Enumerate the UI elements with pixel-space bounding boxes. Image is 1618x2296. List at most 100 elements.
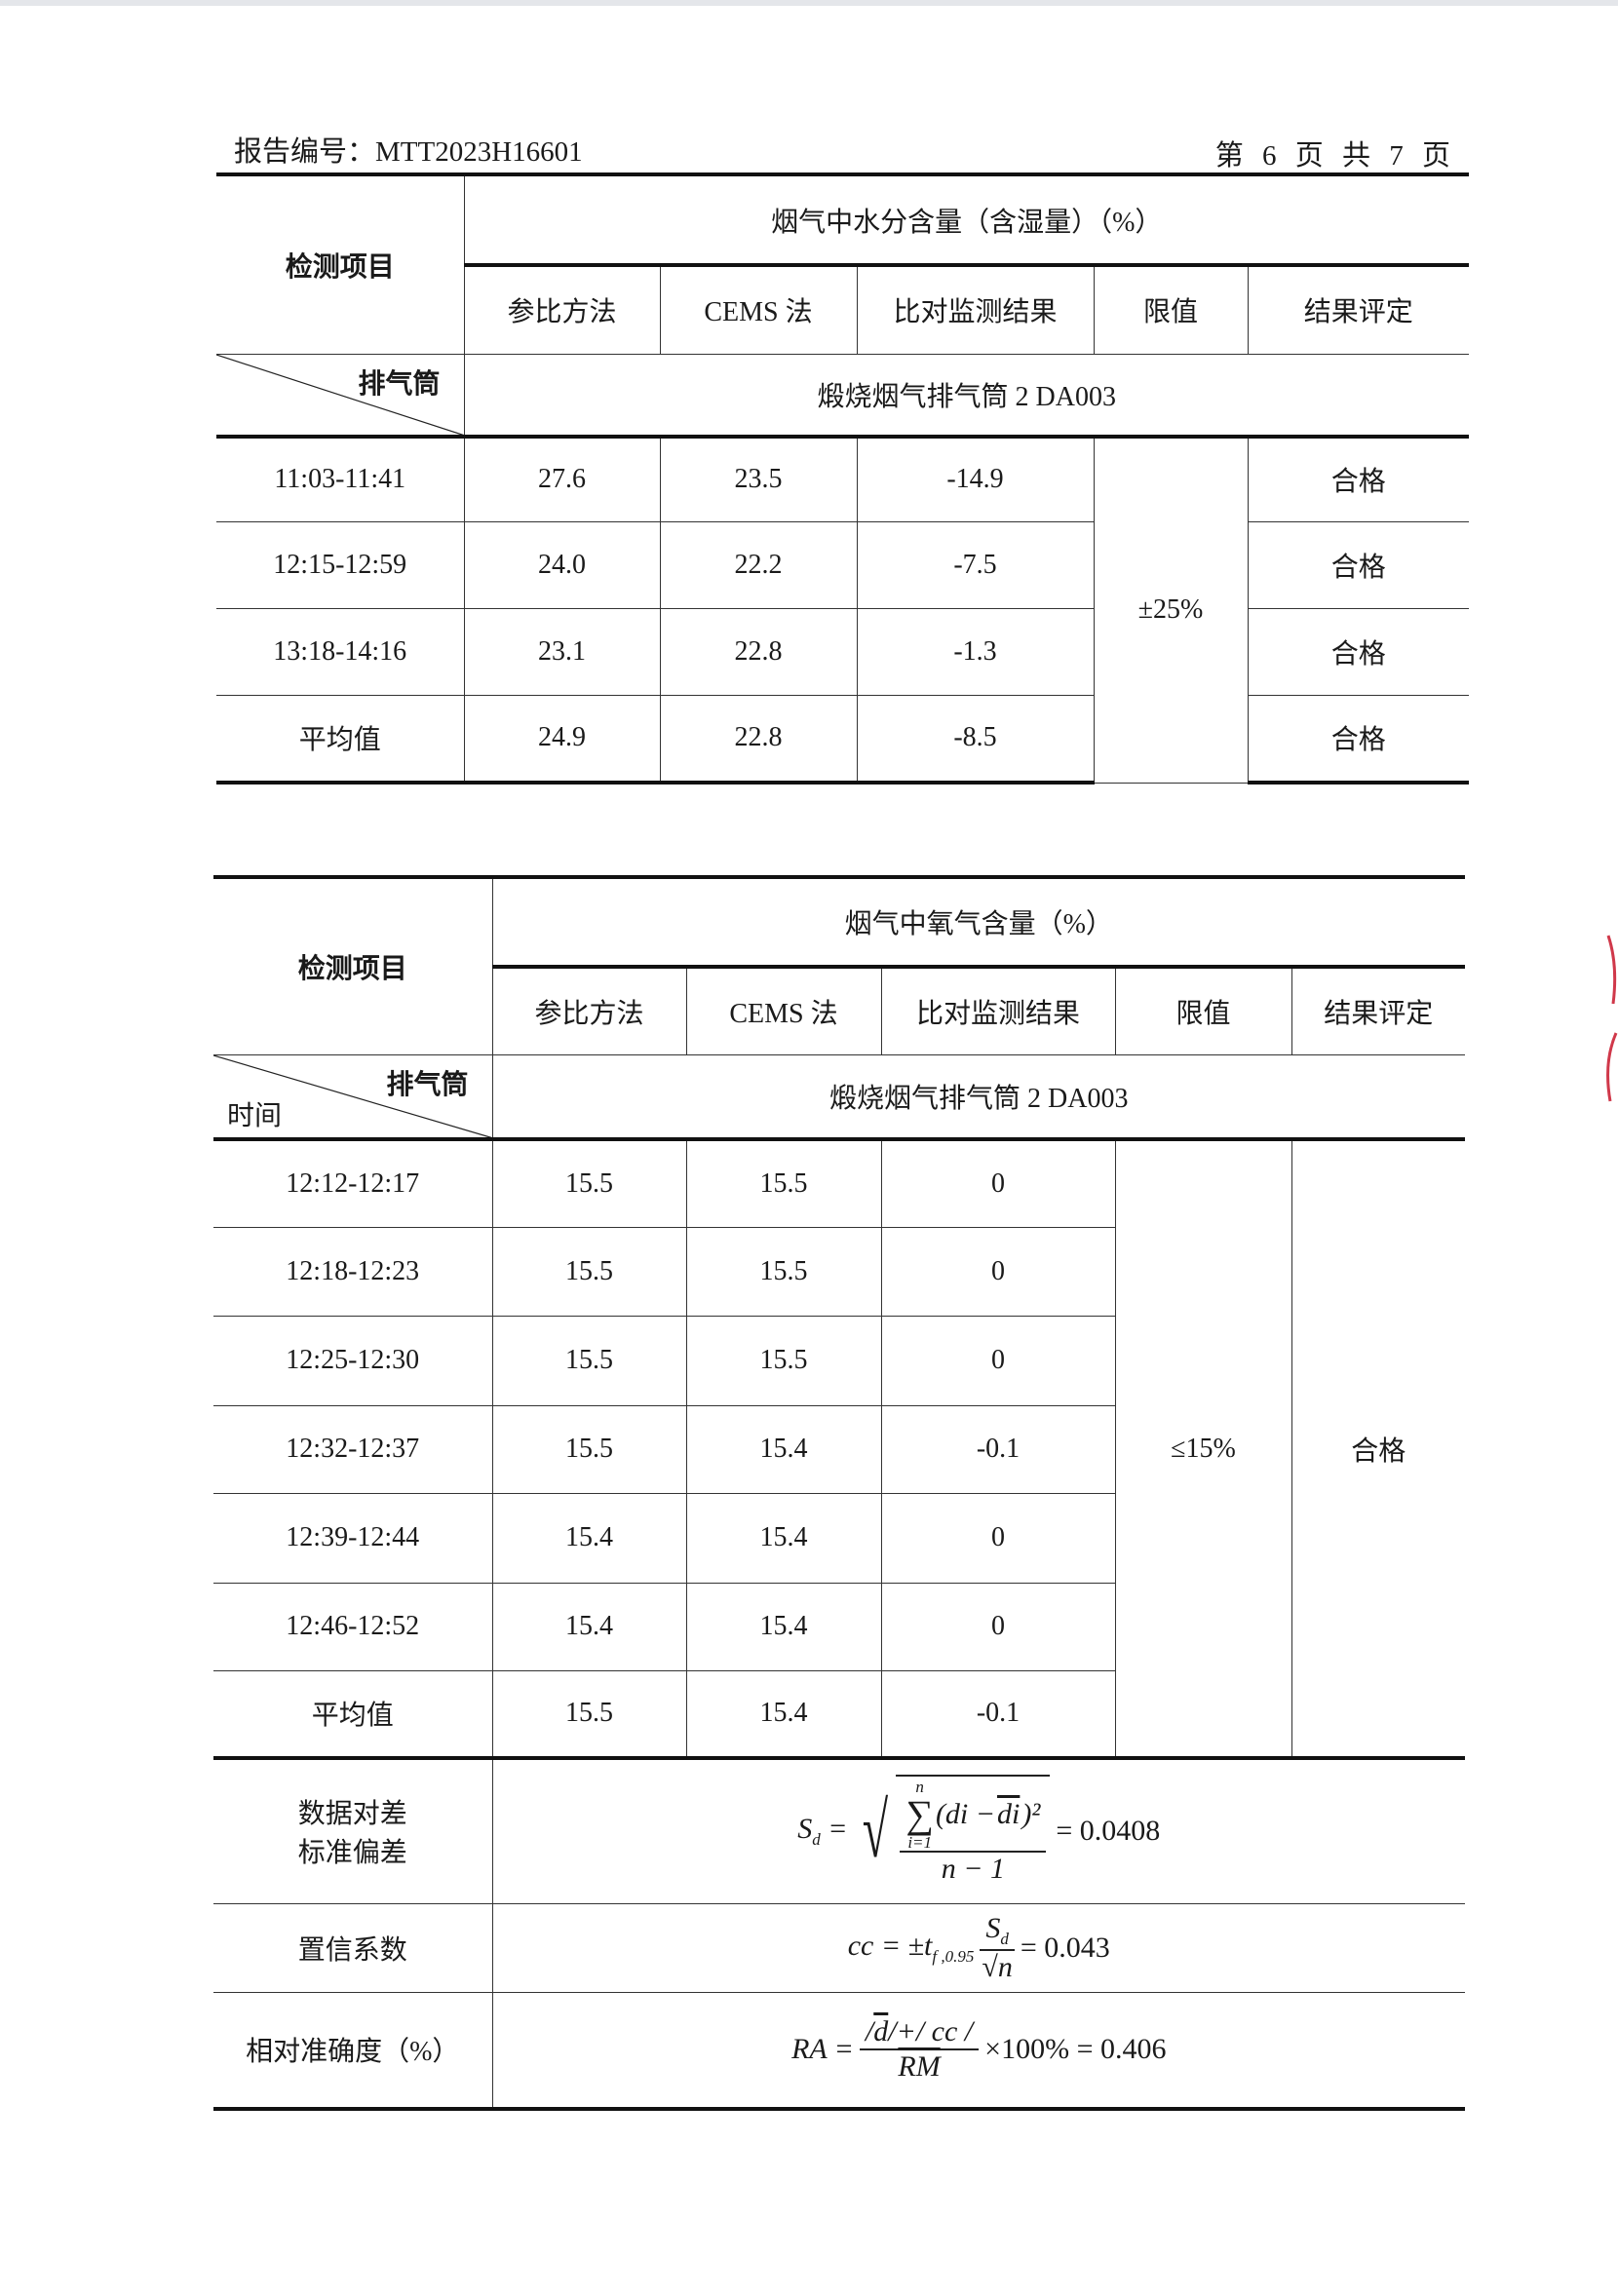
column-header: 限值	[1114, 965, 1292, 1055]
sd-value: = 0.0408	[1056, 1815, 1161, 1848]
cc-label: 置信系数	[213, 1902, 493, 1993]
reference-value: 15.5	[491, 1404, 687, 1494]
table-row: 12:46-12:52 15.4 15.4 0	[213, 1582, 1465, 1671]
table-row: 11:03-11:41 27.6 23.5 -14.9 ±25% 合格	[216, 435, 1470, 784]
report-number: 报告编号：MTT2023H16601	[234, 136, 583, 168]
time-cell: 平均值	[216, 694, 465, 784]
table-title: 烟气中水分含量（含湿量）（%）	[463, 172, 1470, 266]
comparison-result: 0	[880, 1492, 1115, 1584]
diagonal-line	[213, 1055, 492, 1138]
page-number: 第 6 页 共 7 页	[1214, 140, 1456, 172]
comparison-result: -8.5	[856, 694, 1095, 784]
reference-value: 15.5	[491, 1137, 687, 1228]
cems-value: 15.5	[685, 1226, 882, 1317]
ra-value: ×100% = 0.406	[984, 2033, 1167, 2066]
column-header: 限值	[1093, 263, 1249, 355]
cc-fraction: Sd √n	[980, 1912, 1015, 1984]
red-stamp-edge	[1606, 935, 1618, 1102]
ra-lhs: RA =	[791, 2033, 854, 2066]
result-evaluation: 合格	[1247, 435, 1470, 522]
table-row: 12:25-12:30 15.5 15.5 0	[213, 1315, 1465, 1406]
stack-name: 煅烧烟气排气筒 2 DA003	[491, 1053, 1466, 1141]
limit-value: ≤15%	[1114, 1137, 1292, 1759]
cems-value: 22.2	[659, 520, 858, 609]
table-row: 平均值 15.5 15.4 -0.1	[213, 1669, 1465, 1760]
reference-value: 15.5	[491, 1226, 687, 1317]
item-label: 检测项目	[216, 172, 465, 355]
diagonal-header: 排气筒	[216, 353, 465, 439]
comparison-result: -14.9	[856, 435, 1095, 522]
time-label: 时间	[227, 1101, 283, 1131]
reference-value: 24.0	[463, 520, 661, 609]
time-cell: 12:18-12:23	[213, 1226, 493, 1317]
time-cell: 12:25-12:30	[213, 1315, 493, 1406]
comparison-result: -0.1	[880, 1404, 1115, 1494]
ra-fraction: /d/+/ cc / RM	[859, 2015, 980, 2084]
cems-value: 15.4	[685, 1404, 882, 1494]
cems-value: 15.4	[685, 1582, 882, 1671]
cems-value: 22.8	[659, 694, 858, 784]
diagonal-header: 排气筒 时间	[213, 1053, 493, 1141]
result-evaluation: 合格	[1291, 1137, 1466, 1759]
cems-value: 22.8	[659, 607, 858, 696]
time-cell: 12:46-12:52	[213, 1582, 493, 1671]
stack-label: 排气筒	[386, 1069, 469, 1100]
table-row: 12:15-12:59 24.0 22.2 -7.5 合格	[216, 520, 1470, 609]
table-title: 烟气中氧气含量（%）	[491, 875, 1466, 968]
reference-value: 27.6	[463, 435, 661, 522]
reference-value: 15.4	[491, 1582, 687, 1671]
table-row: 12:12-12:17 15.5 15.5 0 ≤15% 合格	[213, 1137, 1466, 1759]
reference-value: 23.1	[463, 607, 661, 696]
table-row: 平均值 24.9 22.8 -8.5 合格	[216, 694, 1470, 784]
time-cell: 12:12-12:17	[213, 1137, 493, 1228]
time-cell: 11:03-11:41	[216, 435, 465, 522]
ra-formula: RA = /d/+/ cc / RM ×100% = 0.406	[491, 1991, 1466, 2111]
reference-value: 15.5	[491, 1315, 687, 1406]
table-row: 12:32-12:37 15.5 15.4 -0.1	[213, 1404, 1465, 1494]
cc-value: = 0.043	[1020, 1931, 1110, 1964]
comparison-result: 0	[880, 1582, 1115, 1671]
result-evaluation: 合格	[1247, 607, 1470, 696]
ra-label: 相对准确度（%）	[213, 1991, 493, 2111]
comparison-result: 0	[880, 1315, 1115, 1406]
moisture-table: 检测项目 烟气中水分含量（含湿量）（%） 参比方法 CEMS 法 比对监测结果 …	[216, 172, 1470, 784]
stack-name: 煅烧烟气排气筒 2 DA003	[463, 353, 1470, 439]
sd-formula: Sd = √ n ∑ i=1 (di − di)² n −	[491, 1756, 1466, 1904]
time-cell: 平均值	[213, 1669, 493, 1760]
item-label: 检测项目	[213, 875, 493, 1055]
column-header: 比对监测结果	[880, 965, 1116, 1055]
sd-label-line1: 数据对差	[297, 1799, 407, 1830]
comparison-result: 0	[880, 1226, 1115, 1317]
result-evaluation: 合格	[1247, 694, 1470, 784]
sqrt: √ n ∑ i=1 (di − di)² n − 1	[854, 1775, 1051, 1888]
comparison-result: -0.1	[880, 1669, 1115, 1760]
reference-value: 15.5	[491, 1669, 687, 1760]
column-header: 比对监测结果	[856, 263, 1095, 355]
diagonal-line	[216, 355, 464, 436]
time-cell: 12:15-12:59	[216, 520, 465, 609]
cems-value: 15.5	[685, 1137, 882, 1228]
cc-lhs: cc = ±tf ,0.95	[847, 1929, 975, 1966]
scan-edge	[0, 0, 1618, 6]
table-row: 12:39-12:44 15.4 15.4 0	[213, 1492, 1465, 1584]
reference-value: 15.4	[491, 1492, 687, 1584]
column-header: CEMS 法	[685, 965, 882, 1055]
column-header: CEMS 法	[659, 263, 858, 355]
time-cell: 13:18-14:16	[216, 607, 465, 696]
reference-value: 24.9	[463, 694, 661, 784]
result-evaluation: 合格	[1247, 520, 1470, 609]
column-header: 参比方法	[492, 965, 687, 1055]
column-header: 结果评定	[1291, 965, 1466, 1055]
comparison-result: -7.5	[856, 520, 1095, 609]
cems-value: 15.5	[685, 1315, 882, 1406]
cc-formula: cc = ±tf ,0.95 Sd √n = 0.043	[491, 1902, 1466, 1993]
table-row: 12:18-12:23 15.5 15.5 0	[213, 1226, 1465, 1317]
column-header: 参比方法	[464, 263, 661, 355]
time-cell: 12:39-12:44	[213, 1492, 493, 1584]
column-header: 结果评定	[1247, 263, 1470, 355]
comparison-result: 0	[880, 1137, 1116, 1228]
time-cell: 12:32-12:37	[213, 1404, 493, 1494]
stack-label: 排气筒	[358, 368, 441, 400]
sd-label: 数据对差 标准偏差	[213, 1756, 493, 1904]
